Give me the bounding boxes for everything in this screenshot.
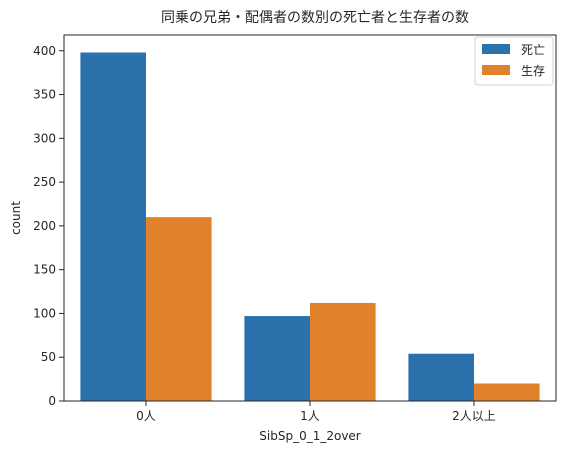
y-tick-label: 300 — [33, 131, 56, 145]
legend-swatch-survived — [482, 65, 510, 75]
legend-swatch-died — [482, 44, 510, 54]
x-axis-label: SibSp_0_1_2over — [259, 429, 361, 443]
legend-label-survived: 生存 — [521, 64, 545, 78]
x-axis-ticks: 0人 1人 2人以上 — [136, 401, 496, 423]
bar-survived-1 — [310, 302, 376, 401]
bars-group — [80, 52, 540, 401]
y-axis-ticks: 0 50 100 150 200 250 300 350 400 — [33, 44, 64, 408]
bar-died-0 — [80, 52, 146, 401]
y-tick-label: 100 — [33, 306, 56, 320]
chart-title: 同乗の兄弟・配偶者の数別の死亡者と生存者の数 — [161, 10, 469, 26]
y-tick-label: 200 — [33, 219, 56, 233]
legend-label-died: 死亡 — [521, 43, 545, 57]
y-tick-label: 250 — [33, 175, 56, 189]
y-tick-label: 400 — [33, 44, 56, 58]
y-axis-label: count — [9, 201, 23, 235]
y-tick-label: 350 — [33, 88, 56, 102]
y-tick-label: 150 — [33, 263, 56, 277]
x-tick-label: 1人 — [300, 409, 320, 423]
bar-survived-0 — [146, 217, 212, 401]
bar-died-1 — [244, 316, 310, 401]
x-tick-label: 0人 — [136, 409, 156, 423]
x-tick-label: 2人以上 — [452, 409, 496, 423]
y-tick-label: 50 — [41, 350, 56, 364]
bar-died-2 — [408, 353, 474, 401]
bar-survived-2 — [474, 383, 540, 401]
y-tick-label: 0 — [48, 394, 56, 408]
